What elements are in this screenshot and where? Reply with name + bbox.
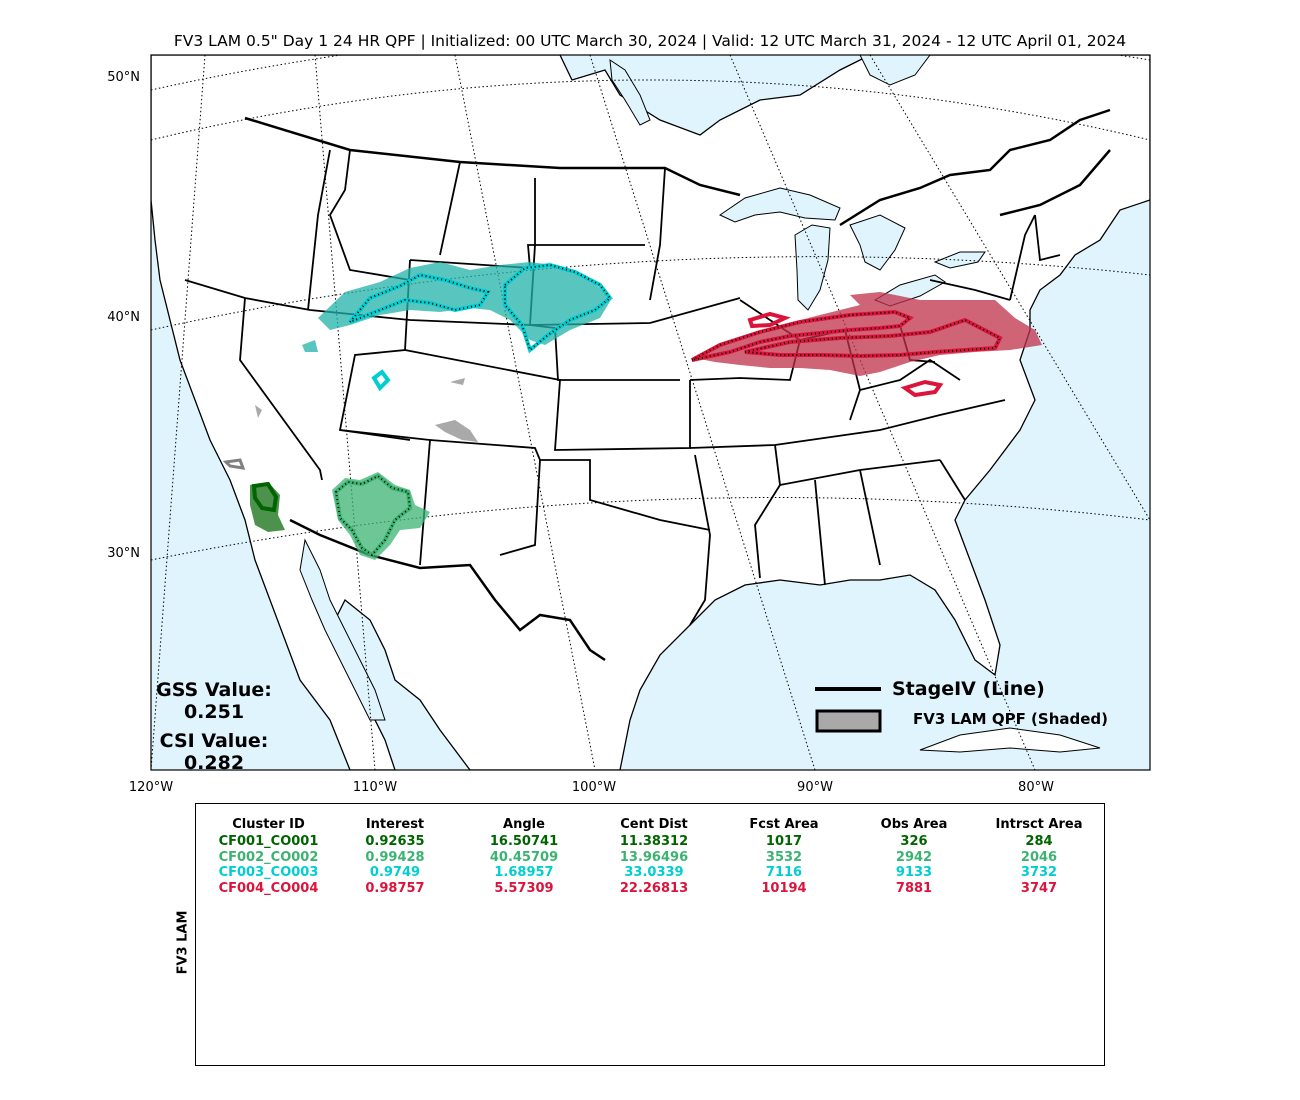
cuba: [919, 727, 1101, 753]
table-cell: CF001_CO001: [218, 834, 319, 850]
lake-ontario: [933, 251, 986, 269]
table-cell: 33.0339: [624, 865, 684, 881]
table-cell: 5.57309: [494, 880, 554, 896]
csi-block: CSI Value: 0.282: [150, 730, 278, 774]
table-cell: 2046: [1020, 849, 1058, 865]
lake-huron: [849, 214, 906, 271]
map-frame: [150, 54, 1151, 771]
lon-label-80: 80°W: [1018, 780, 1054, 795]
lat-label-50: 50°N: [107, 70, 140, 85]
table-cell: 11.38312: [619, 834, 689, 850]
table-cell: 1017: [765, 834, 803, 850]
table-header-row: Cluster ID Interest Angle Cent Dist Fcst…: [216, 814, 1089, 834]
header-cent-dist: Cent Dist: [620, 816, 688, 832]
table-cell: CF002_CO002: [218, 849, 319, 865]
table-cell: 7881: [895, 880, 933, 896]
header-intrsct-area: Intrsct Area: [995, 816, 1083, 832]
table-cell: 284: [1025, 834, 1053, 850]
unmatched-objects: [222, 378, 478, 470]
table-cell: 326: [900, 834, 928, 850]
hudson-bay: [859, 55, 931, 86]
lake-superior: [718, 187, 841, 223]
table-cell: 7116: [765, 865, 803, 881]
table-cell: 3532: [765, 849, 803, 865]
cluster-1-observed: [251, 481, 279, 513]
table-cell: 0.92635: [365, 834, 425, 850]
cluster-table-box: Cluster ID Interest Angle Cent Dist Fcst…: [195, 803, 1105, 1066]
cluster-3-forecast: [318, 262, 612, 345]
lat-label-40: 40°N: [107, 310, 140, 325]
qpf-map: 50°N 40°N 30°N 120°W 110°W 100°W 90°W 80…: [107, 54, 1151, 795]
table-row: CF001_CO001 0.92635 16.50741 11.38312 1017 32…: [216, 834, 1089, 850]
table-cell: CF004_CO004: [218, 880, 319, 896]
header-fcst-area: Fcst Area: [749, 816, 819, 832]
legend-shaded-symbol: [815, 709, 882, 733]
table-cell: 2942: [895, 849, 933, 865]
cluster-4-observed: [691, 309, 914, 362]
table-row: CF003_CO003 0.9749 1.68957 33.0339 7116 9133 3…: [216, 865, 1089, 881]
legend-shaded-label: FV3 LAM QPF (Shaded): [913, 710, 1109, 728]
cluster-table: Cluster ID Interest Angle Cent Dist Fcst…: [216, 814, 1089, 896]
table-row: CF004_CO004 0.98757 5.57309 22.26813 10194 78…: [216, 881, 1089, 897]
header-cluster-id: Cluster ID: [232, 816, 305, 832]
gss-block: GSS Value: 0.251: [150, 679, 278, 723]
lon-label-90: 90°W: [797, 780, 833, 795]
table-cell: 13.96496: [619, 849, 689, 865]
gulf-of-california: [299, 538, 386, 721]
header-angle: Angle: [503, 816, 545, 832]
table-cell: 40.45709: [489, 849, 559, 865]
table-cell: 10194: [761, 880, 807, 896]
table-row: CF002_CO002 0.99428 40.45709 13.96496 3532 29…: [216, 850, 1089, 866]
lake-michigan: [794, 224, 831, 311]
table-cell: 0.9749: [369, 865, 421, 881]
table-cell: 0.98757: [365, 880, 425, 896]
gss-value: 0.251: [183, 701, 245, 723]
csi-value: 0.282: [183, 752, 245, 774]
table-cell: 1.68957: [494, 865, 554, 881]
csi-label: CSI Value:: [159, 730, 269, 752]
table-cell: 22.26813: [619, 880, 689, 896]
lon-label-120: 120°W: [129, 780, 173, 795]
map-title: FV3 LAM 0.5" Day 1 24 HR QPF | Initializ…: [173, 32, 1127, 50]
lake-winnipeg: [609, 58, 651, 126]
graticule: [151, 55, 1150, 770]
table-cell: 16.50741: [489, 834, 559, 850]
legend-line-label: StageIV (Line): [892, 678, 1045, 700]
table-cell: 3747: [1020, 880, 1058, 896]
lon-label-100: 100°W: [572, 780, 616, 795]
state-borders: [184, 149, 1061, 626]
lon-label-110: 110°W: [353, 780, 397, 795]
table-cell: CF003_CO003: [218, 865, 319, 881]
table-cell: 9133: [895, 865, 933, 881]
header-obs-area: Obs Area: [880, 816, 948, 832]
gss-label: GSS Value:: [156, 679, 272, 701]
table-row-label: FV3 LAM: [175, 910, 191, 975]
header-interest: Interest: [365, 816, 425, 832]
table-cell: 0.99428: [365, 849, 425, 865]
table-cell: 3732: [1020, 865, 1058, 881]
lat-label-30: 30°N: [107, 546, 140, 561]
